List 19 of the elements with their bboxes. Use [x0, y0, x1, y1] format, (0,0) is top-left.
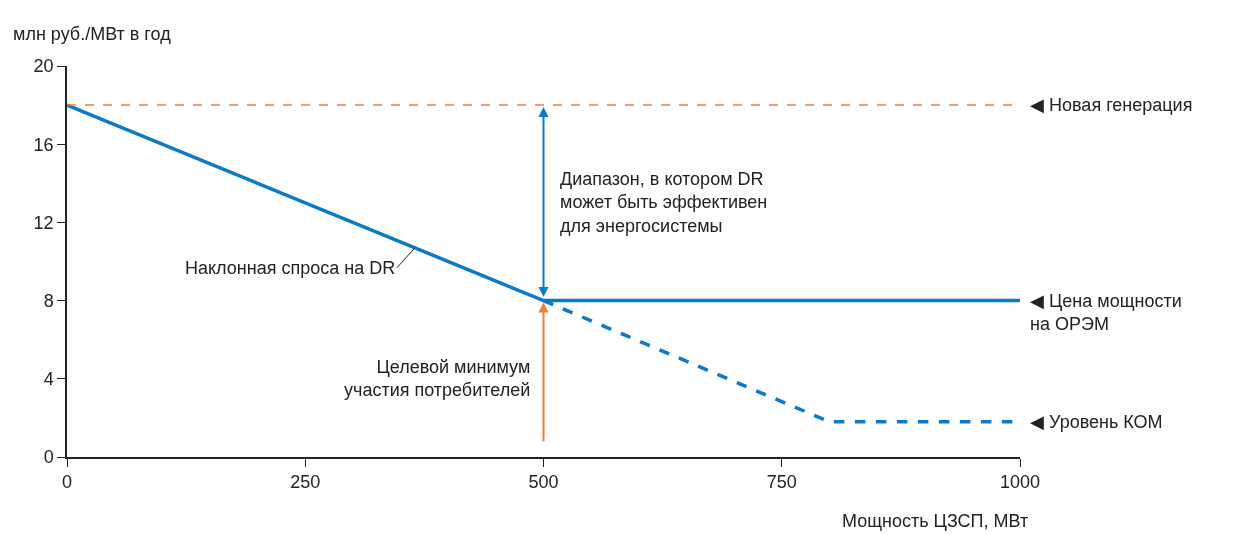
annotation: Диапазон, в котором DR может быть эффективен для энергосистемы — [560, 169, 768, 236]
y-tick-label: 16 — [33, 134, 54, 155]
x-tick-label: 500 — [528, 472, 559, 493]
y-axis-title: млн руб./МВт в год — [13, 24, 172, 44]
y-tick-label: 0 — [43, 447, 54, 468]
x-tick-label: 750 — [766, 472, 797, 493]
text: ◀ Цена мощности на ОРЭМ — [1030, 291, 1182, 335]
y-tick-label: 8 — [43, 290, 54, 311]
annotation: Целевой минимум участия потребителей — [344, 357, 531, 401]
y-tick-label: 4 — [43, 369, 54, 390]
x-tick-label: 0 — [61, 472, 73, 493]
text: ◀ Уровень КОМ — [1030, 412, 1163, 432]
annotation: Наклонная спроса на DR — [185, 258, 396, 278]
x-tick-label: 1000 — [999, 472, 1041, 493]
ref-line-label: ◀ Новая генерация — [1030, 95, 1193, 115]
x-tick-label: 250 — [290, 472, 321, 493]
y-tick-label: 12 — [33, 212, 54, 233]
y-tick-label: 20 — [33, 56, 54, 77]
x-axis-title: Мощность ЦЗСП, МВт — [842, 511, 1029, 531]
